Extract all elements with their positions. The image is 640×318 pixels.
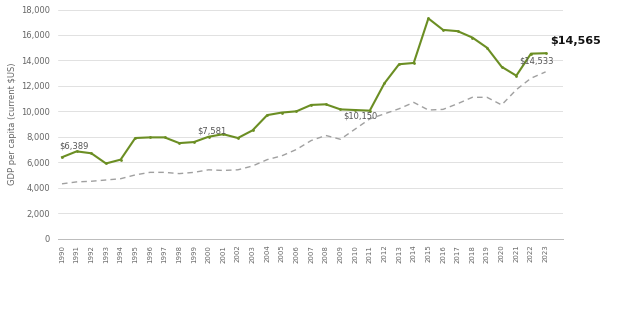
World	[234, 168, 242, 172]
Palau GDP per capita (current US$)	[366, 109, 374, 113]
Palau GDP per capita (current US$)	[190, 140, 198, 144]
Palau GDP per capita (current US$)	[424, 17, 432, 20]
Palau GDP per capita (current US$)	[410, 61, 417, 65]
World	[58, 182, 66, 186]
World	[190, 170, 198, 174]
Palau GDP per capita (current US$)	[220, 132, 227, 136]
Text: $6,389: $6,389	[59, 142, 88, 151]
World	[513, 88, 520, 92]
Palau GDP per capita (current US$)	[116, 158, 124, 162]
World	[468, 95, 476, 99]
Palau GDP per capita (current US$)	[381, 81, 388, 85]
Palau GDP per capita (current US$)	[322, 102, 330, 106]
Palau GDP per capita (current US$)	[131, 136, 139, 140]
Palau GDP per capita (current US$)	[337, 107, 344, 111]
World	[366, 117, 374, 121]
Palau GDP per capita (current US$)	[175, 141, 183, 145]
Palau GDP per capita (current US$)	[396, 62, 403, 66]
World	[249, 164, 257, 168]
World	[146, 170, 154, 174]
World	[161, 170, 168, 174]
Palau GDP per capita (current US$)	[307, 103, 315, 107]
Palau GDP per capita (current US$)	[102, 162, 110, 165]
Palau GDP per capita (current US$)	[278, 111, 285, 114]
Palau GDP per capita (current US$)	[58, 155, 66, 159]
World	[527, 76, 535, 80]
World	[307, 139, 315, 142]
Palau GDP per capita (current US$)	[249, 128, 257, 132]
World	[381, 112, 388, 116]
Palau GDP per capita (current US$)	[498, 65, 506, 69]
Line: World: World	[62, 72, 546, 184]
Palau GDP per capita (current US$)	[292, 109, 300, 113]
Text: $14,565: $14,565	[550, 36, 601, 45]
World	[73, 180, 81, 184]
Text: $14,533: $14,533	[519, 56, 554, 65]
World	[410, 100, 417, 104]
Palau GDP per capita (current US$)	[205, 135, 212, 139]
World	[263, 158, 271, 162]
World	[454, 102, 461, 106]
Y-axis label: GDP per capita (current $US): GDP per capita (current $US)	[8, 63, 17, 185]
World	[498, 103, 506, 107]
Palau GDP per capita (current US$)	[513, 74, 520, 78]
World	[205, 168, 212, 172]
Palau GDP per capita (current US$)	[161, 135, 168, 139]
World	[542, 70, 550, 74]
Palau GDP per capita (current US$)	[234, 136, 242, 140]
Palau GDP per capita (current US$)	[454, 29, 461, 33]
World	[322, 134, 330, 137]
Palau GDP per capita (current US$)	[439, 28, 447, 32]
World	[292, 148, 300, 151]
World	[337, 137, 344, 141]
Palau GDP per capita (current US$)	[468, 36, 476, 39]
World	[220, 169, 227, 172]
Text: $7,581: $7,581	[197, 127, 226, 136]
Palau GDP per capita (current US$)	[263, 113, 271, 117]
Line: Palau GDP per capita (current US$): Palau GDP per capita (current US$)	[61, 17, 547, 165]
World	[424, 108, 432, 112]
World	[88, 179, 95, 183]
Palau GDP per capita (current US$)	[542, 51, 550, 55]
Palau GDP per capita (current US$)	[73, 149, 81, 153]
Palau GDP per capita (current US$)	[88, 151, 95, 155]
Palau GDP per capita (current US$)	[527, 52, 535, 56]
World	[439, 107, 447, 111]
Palau GDP per capita (current US$)	[146, 135, 154, 139]
World	[483, 95, 491, 99]
World	[351, 127, 359, 131]
Palau GDP per capita (current US$)	[483, 46, 491, 50]
World	[175, 172, 183, 176]
Text: $10,150: $10,150	[344, 112, 378, 121]
World	[278, 154, 285, 158]
World	[396, 107, 403, 111]
World	[102, 178, 110, 182]
Palau GDP per capita (current US$)	[351, 108, 359, 112]
World	[116, 177, 124, 181]
World	[131, 173, 139, 177]
